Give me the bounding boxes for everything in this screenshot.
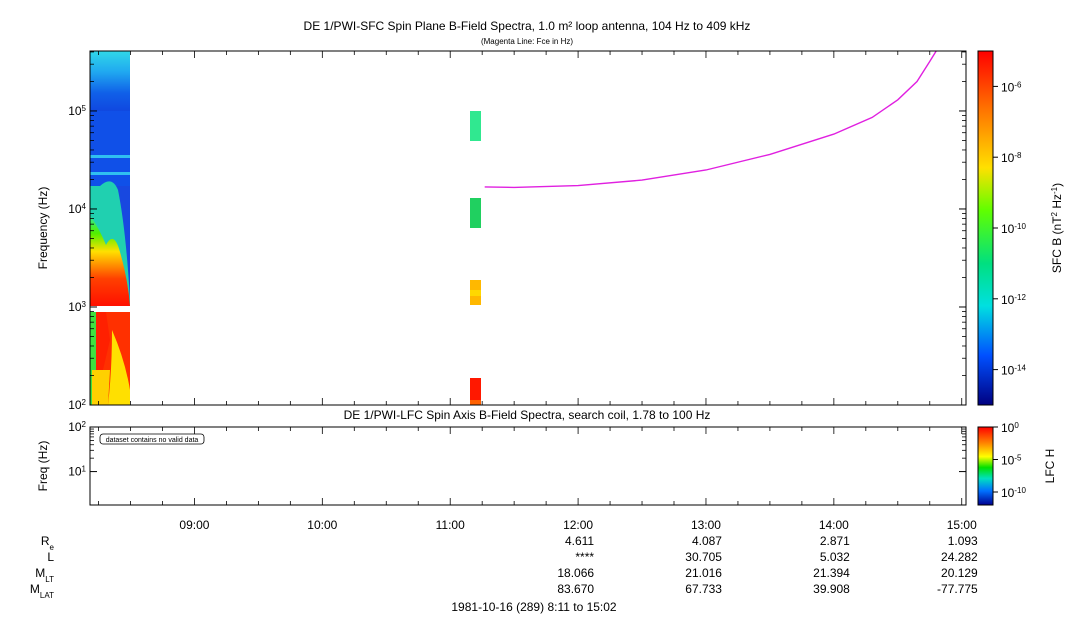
spectrogram-burst-column: [90, 51, 130, 405]
upper-colorbar-tick-label: 10-14: [1001, 363, 1026, 378]
lower-colorbar: 100 10-5 10-10 LFC H: [977, 421, 1057, 506]
upper-colorbar: 10-6 10-8 10-10 10-12 10-14 SFC B (nT2 Hz-1): [977, 50, 1065, 406]
upper-y-tick-label: 105: [68, 103, 86, 118]
orbit-row-label-mlat: MLAT: [30, 582, 54, 600]
no-data-box: [99, 433, 205, 445]
lower-colorbar-label: LFC H: [1043, 449, 1057, 484]
upper-y-tick-label: 102: [68, 398, 86, 413]
orbit-value-re: 4.611: [565, 534, 594, 548]
orbit-row-label-re: Re: [41, 534, 55, 552]
upper-y-axis-label: Frequency (Hz): [36, 187, 50, 270]
orbit-value-mlt: 18.066: [557, 566, 594, 580]
x-tick-label: 09:00: [179, 518, 209, 532]
orbit-value-re: 2.871: [820, 534, 850, 548]
orbit-value-re: 1.093: [948, 534, 978, 548]
orbit-value-mlt: 21.394: [813, 566, 850, 580]
x-tick-label: 11:00: [436, 518, 465, 532]
upper-colorbar-label: SFC B (nT2 Hz-1): [1050, 183, 1065, 273]
upper-colorbar-tick-label: 10-6: [1001, 80, 1022, 95]
upper-colorbar-tick-label: 10-8: [1001, 151, 1022, 166]
no-data-label: dataset contains no valid data: [106, 437, 199, 444]
x-tick-label: 15:00: [947, 518, 977, 532]
chart-title: DE 1/PWI-SFC Spin Plane B-Field Spectra,…: [304, 19, 751, 33]
lower-panel: dataset contains no valid data 101 102 Fr…: [36, 420, 967, 506]
upper-colorbar-tick-label: 10-12: [1001, 292, 1026, 307]
orbit-row-label-l: L: [47, 550, 54, 564]
upper-y-tick-label: 104: [68, 201, 86, 216]
orbit-parameter-table: Re 4.611 4.087 2.871 1.093 L **** 30.705 5.032 24…: [30, 534, 978, 600]
fce-line: [484, 50, 937, 189]
upper-x-ticks: [98, 51, 963, 405]
lower-y-tick-label: 101: [68, 464, 86, 479]
upper-panel: 102 103 104 105 Frequency (Hz): [36, 50, 967, 413]
orbit-value-l: ****: [575, 550, 594, 564]
orbit-value-mlt: 20.129: [941, 566, 978, 580]
upper-y-tick-label: 103: [68, 299, 86, 314]
lower-y-ticks: 101 102: [68, 420, 966, 479]
orbit-value-mlt: 21.016: [685, 566, 722, 580]
orbit-value-l: 30.705: [685, 550, 722, 564]
x-tick-label: 13:00: [691, 518, 721, 532]
upper-colorbar-tick-label: 10-10: [1001, 222, 1026, 237]
upper-y-ticks: 102 103 104 105: [68, 51, 966, 413]
chart-subtitle: (Magenta Line: Fce in Hz): [481, 37, 573, 46]
spectrogram-blocks: [470, 111, 481, 405]
date-range-label: 1981-10-16 (289) 8:11 to 15:02: [451, 600, 617, 614]
lower-y-axis-label: Freq (Hz): [36, 441, 50, 492]
x-tick-label: 10:00: [307, 518, 337, 532]
orbit-value-l: 5.032: [820, 550, 850, 564]
orbit-value-mlat: 39.908: [813, 582, 850, 596]
lower-y-tick-label: 102: [68, 420, 86, 435]
lower-colorbar-tick-label: 10-10: [1001, 486, 1026, 501]
lower-plot-frame: [89, 426, 967, 506]
orbit-value-mlat: -77.775: [937, 582, 978, 596]
lower-panel-title: DE 1/PWI-LFC Spin Axis B-Field Spectra, …: [344, 408, 711, 422]
lower-x-ticks: [98, 427, 963, 505]
orbit-value-mlat: 67.733: [685, 582, 722, 596]
upper-plot-frame: [89, 50, 967, 406]
x-tick-label: 12:00: [563, 518, 593, 532]
lower-colorbar-tick-label: 100: [1001, 421, 1019, 436]
orbit-row-label-mlt: MLT: [35, 566, 54, 584]
lower-colorbar-tick-label: 10-5: [1001, 453, 1022, 468]
orbit-value-l: 24.282: [941, 550, 978, 564]
x-axis-tick-labels: 09:00 10:00 11:00 12:00 13:00 14:00 15:00: [179, 518, 977, 532]
x-tick-label: 14:00: [819, 518, 849, 532]
orbit-value-mlat: 83.670: [557, 582, 594, 596]
orbit-value-re: 4.087: [692, 534, 722, 548]
